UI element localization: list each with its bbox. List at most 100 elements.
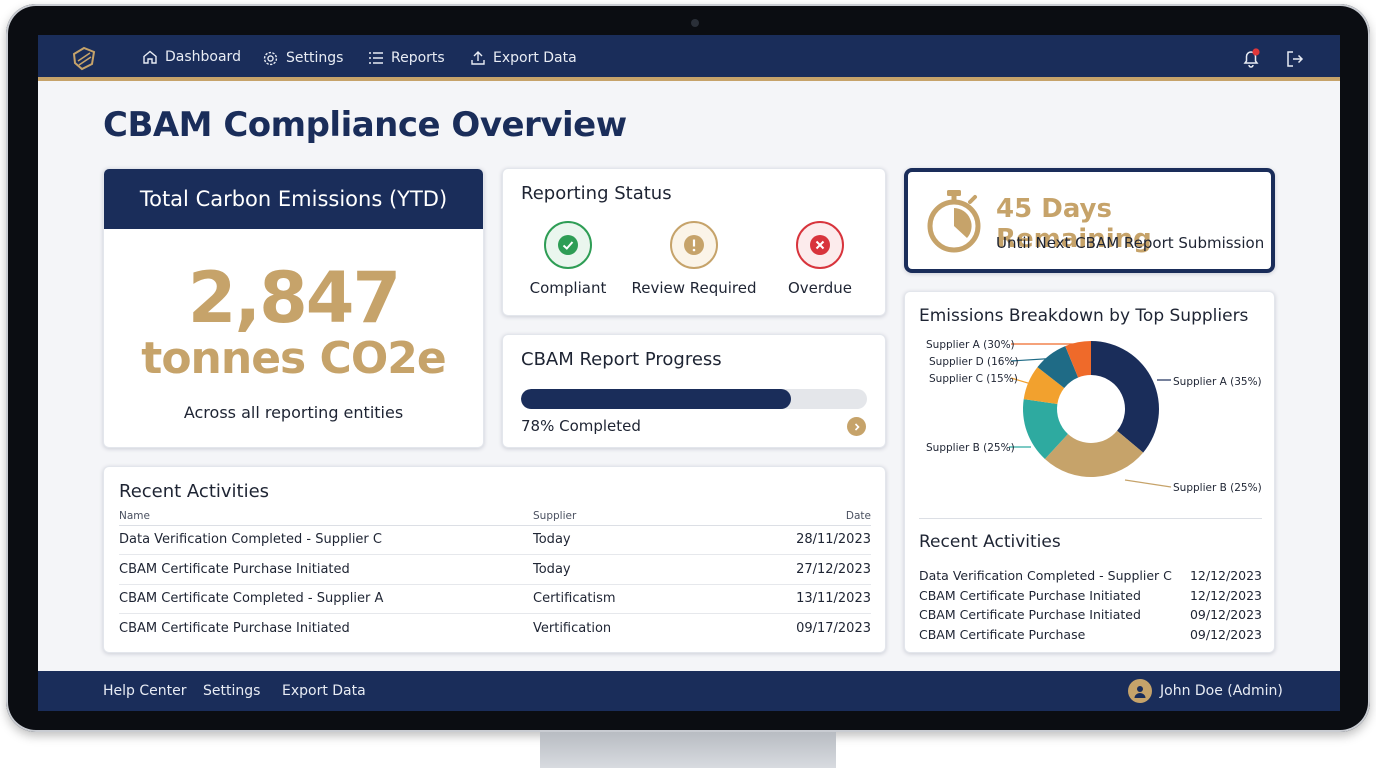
report-progress-title: CBAM Report Progress: [521, 349, 722, 370]
activity-name: CBAM Certificate Purchase Initiated: [919, 587, 1141, 603]
table-row[interactable]: CBAM Certificate Completed - Supplier A …: [119, 584, 871, 614]
avatar: [1128, 679, 1152, 703]
list-item[interactable]: CBAM Certificate Purchase Initiated 12/1…: [919, 588, 1262, 608]
status-overdue[interactable]: Overdue: [755, 221, 885, 297]
divider: [919, 518, 1262, 519]
leader-line: [1124, 479, 1172, 488]
table-row[interactable]: CBAM Certificate Purchase Initiated Vert…: [119, 614, 871, 644]
table-row[interactable]: CBAM Certificate Purchase Initiated Toda…: [119, 554, 871, 585]
nav-dashboard[interactable]: Dashboard: [130, 35, 246, 81]
activity-name: CBAM Certificate Purchase: [919, 626, 1086, 642]
nav-export-data-label: Export Data: [493, 50, 577, 66]
activity-name: CBAM Certificate Purchase Initiated: [919, 607, 1141, 622]
progress-bar-fill: [521, 389, 791, 409]
progress-bar: [521, 389, 867, 409]
cell-supplier: Vertification: [533, 621, 612, 636]
breakdown-title: Emissions Breakdown by Top Suppliers: [919, 306, 1249, 326]
stopwatch-icon: [924, 188, 984, 254]
gear-icon: [262, 50, 279, 67]
cell-name: CBAM Certificate Completed - Supplier A: [119, 584, 533, 614]
cell-name: CBAM Certificate Purchase Initiated: [119, 554, 533, 585]
status-compliant[interactable]: Compliant: [503, 221, 633, 297]
table-header-row: Name Supplier Date: [119, 507, 871, 526]
page-title: CBAM Compliance Overview: [103, 105, 627, 145]
exclamation-icon: [670, 221, 718, 269]
list-item[interactable]: CBAM Certificate Purchase Initiated 09/1…: [919, 607, 1262, 627]
cell-supplier: Today: [533, 554, 733, 585]
slice-supplier-a[interactable]: [1091, 341, 1159, 453]
activity-date: 12/12/2023: [1189, 587, 1262, 603]
x-icon: [796, 221, 844, 269]
status-review-required[interactable]: Review Required: [629, 221, 759, 297]
cell-name: Data Verification Completed - Supplier C: [119, 525, 533, 555]
recent-activities-card: Recent Activities Name Supplier Date Dat…: [103, 466, 886, 653]
emissions-card-header: Total Carbon Emissions (YTD): [104, 169, 483, 229]
column-header-supplier[interactable]: Supplier: [533, 507, 733, 526]
progress-label: 78% Completed: [521, 417, 641, 435]
list-item[interactable]: CBAM Certificate Purchase 09/12/2023: [919, 627, 1262, 647]
footer-help-center[interactable]: Help Center: [103, 683, 187, 699]
column-header-date[interactable]: Date: [733, 507, 871, 526]
footer-settings[interactable]: Settings: [203, 683, 261, 699]
activity-date: 09/12/2023: [1189, 626, 1262, 642]
cell-supplier: Certificatism: [533, 584, 733, 614]
footer-bar: Help Center Settings Export Data John Do…: [38, 671, 1340, 711]
reporting-status-card: Reporting Status Compliant Review Requir…: [502, 168, 886, 316]
leader-line: [1010, 357, 1060, 362]
nav-reports-label: Reports: [391, 50, 445, 66]
app-screen: Dashboard Settings Reports Export Data: [38, 35, 1340, 711]
slice-supplier-c2[interactable]: [1023, 367, 1065, 405]
nav-settings[interactable]: Settings: [262, 35, 343, 81]
side-activities-title: Recent Activities: [919, 532, 1061, 552]
list-icon: [368, 50, 384, 66]
footer-export-data[interactable]: Export Data: [282, 683, 366, 699]
emissions-breakdown-card: Emissions Breakdown by Top Suppliers Sup…: [904, 291, 1275, 653]
table-row[interactable]: Data Verification Completed - Supplier C…: [119, 525, 871, 555]
slice-supplier-d[interactable]: [1037, 346, 1079, 389]
report-progress-card: CBAM Report Progress 78% Completed: [502, 334, 886, 448]
recent-activities-title: Recent Activities: [119, 481, 270, 502]
cell-date: 09/17/2023: [796, 621, 871, 636]
user-menu[interactable]: John Doe (Admin): [1128, 671, 1283, 711]
nav-settings-label: Settings: [286, 50, 344, 66]
bell-icon[interactable]: [1240, 47, 1262, 69]
activity-date: 09/12/2023: [1189, 607, 1262, 622]
chevron-right-icon[interactable]: [847, 417, 866, 436]
column-header-name[interactable]: Name: [119, 507, 533, 526]
user-name: John Doe (Admin): [1160, 683, 1283, 699]
side-activities-list: Data Verification Completed - Supplier C…: [919, 568, 1262, 646]
total-emissions-card: Total Carbon Emissions (YTD) 2,847 tonne…: [103, 168, 484, 448]
cell-name: CBAM Certificate Purchase Initiated: [119, 621, 350, 636]
cell-date: 13/11/2023: [733, 584, 871, 614]
slice-other[interactable]: [1065, 341, 1091, 378]
slice-label: Supplier B (25%): [1173, 482, 1262, 494]
slice-label: Supplier C (15%): [929, 373, 1018, 385]
reporting-status-title: Reporting Status: [521, 183, 672, 204]
emissions-subtitle: Across all reporting entities: [183, 403, 404, 422]
cell-supplier: Today: [533, 525, 733, 555]
list-item[interactable]: Data Verification Completed - Supplier C…: [919, 568, 1262, 588]
slice-label: Supplier A (30%): [926, 339, 1015, 351]
logout-icon[interactable]: [1284, 48, 1306, 70]
slice-supplier-b[interactable]: [1044, 430, 1144, 477]
slice-label: Supplier B (25%): [926, 442, 1015, 454]
cell-date: 28/11/2023: [733, 525, 871, 555]
upload-icon: [470, 50, 486, 66]
status-review-required-label: Review Required: [631, 279, 757, 297]
days-remaining-headline: 45 Days Remaining: [996, 194, 1152, 254]
leader-line: [1010, 377, 1039, 387]
emissions-value: 2,847: [187, 257, 401, 339]
status-compliant-label: Compliant: [529, 279, 607, 297]
nav-export-data[interactable]: Export Data: [470, 35, 577, 81]
camera-dot: [691, 19, 699, 27]
emissions-unit: tonnes CO2e: [141, 333, 446, 384]
nav-reports[interactable]: Reports: [368, 35, 445, 81]
slice-label: Supplier D (16%): [929, 356, 1019, 368]
home-icon: [142, 49, 158, 65]
app-logo-icon[interactable]: [70, 44, 98, 72]
donut-chart: Supplier A (30%) Supplier D (16%) Supplier…: [926, 339, 1262, 494]
slice-supplier-c[interactable]: [1023, 399, 1068, 459]
cell-date: 27/12/2023: [733, 554, 871, 585]
deadline-card: 45 Days Remaining Until Next CBAM Report…: [904, 168, 1275, 273]
check-icon: [544, 221, 592, 269]
